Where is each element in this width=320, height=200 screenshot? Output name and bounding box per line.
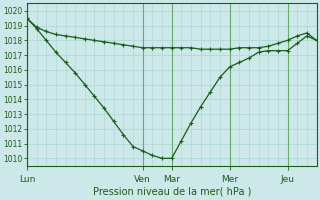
- X-axis label: Pression niveau de la mer( hPa ): Pression niveau de la mer( hPa ): [92, 187, 251, 197]
